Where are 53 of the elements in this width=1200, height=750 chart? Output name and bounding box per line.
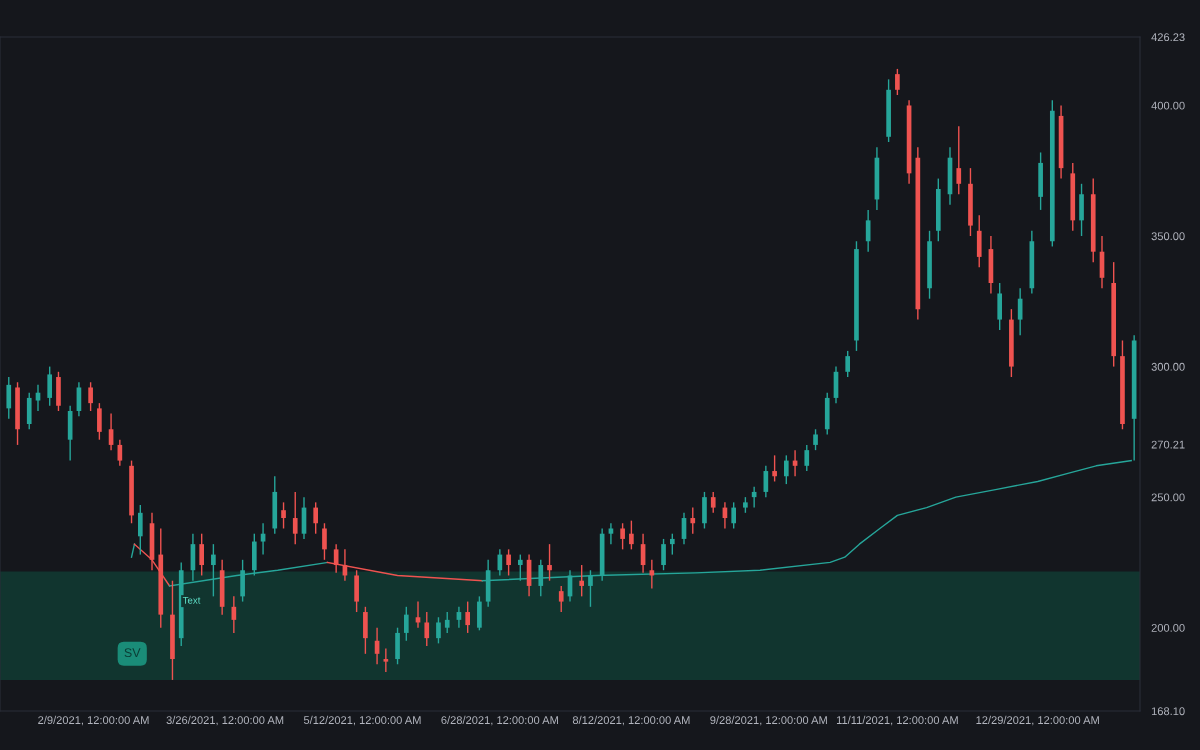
- candlestick: [47, 365, 53, 407]
- x-tick-label: 9/28/2021, 12:00:00 AM: [710, 715, 827, 726]
- candlestick: [956, 125, 962, 195]
- candlestick: [292, 491, 298, 545]
- y-tick-label: 200.00: [1151, 623, 1185, 632]
- x-tick-label: 8/12/2021, 12:00:00 AM: [572, 715, 690, 726]
- x-tick-label: 11/11/2021, 12:00:00 AM: [836, 715, 958, 726]
- candlestick: [731, 501, 737, 530]
- candlestick: [383, 647, 389, 673]
- candlestick: [608, 522, 614, 545]
- candlestick: [199, 533, 205, 577]
- y-tick-label: 270.21: [1151, 440, 1185, 449]
- y-tick-label: 250.00: [1151, 493, 1185, 502]
- candlestick: [804, 444, 810, 472]
- candlestick: [661, 538, 666, 571]
- x-tick-label: 3/26/2021, 12:00:00 AM: [166, 715, 284, 726]
- candlestick: [579, 564, 585, 598]
- candlestick: [97, 402, 102, 441]
- candlestick: [629, 519, 634, 551]
- candlestick: [137, 504, 143, 556]
- candlestick: [690, 506, 696, 535]
- candlestick: [6, 376, 12, 420]
- y-tick-label: 168.10: [1151, 707, 1185, 716]
- candlestick: [465, 600, 471, 634]
- candlestick: [322, 522, 327, 561]
- candlestick: [710, 491, 716, 514]
- x-tick-label: 5/12/2021, 12:00:00 AM: [303, 715, 421, 726]
- candlestick: [88, 381, 93, 412]
- candlestick: [783, 454, 789, 485]
- candlestick: [281, 501, 286, 530]
- y-tick-label: 350.00: [1151, 232, 1185, 241]
- x-tick-label: 6/28/2021, 12:00:00 AM: [441, 715, 558, 726]
- x-tick-label: 2/9/2021, 12:00:00 AM: [38, 715, 149, 726]
- y-tick-label: 400.00: [1151, 101, 1185, 110]
- candlestick: [506, 548, 511, 577]
- candlestick: [895, 68, 900, 96]
- candlestick: [558, 585, 564, 613]
- candlestick: [424, 611, 430, 647]
- candlestick: [444, 611, 450, 634]
- candlestick: [403, 606, 409, 642]
- annotation: Text: [182, 596, 201, 604]
- annotation: SV: [124, 648, 141, 658]
- candlestick: [845, 350, 851, 378]
- y-tick-label: 426.23: [1151, 33, 1185, 42]
- x-tick-label: 12/29/2021, 12:00:00 AM: [976, 715, 1099, 726]
- candlestick: [772, 454, 777, 483]
- candlestick: [436, 616, 441, 645]
- candlestick: [669, 533, 675, 556]
- candlestick: [547, 543, 552, 582]
- y-tick-label: 300.00: [1151, 362, 1185, 371]
- candlestick: [313, 501, 319, 535]
- candlestick: [620, 522, 625, 551]
- candlestick: [813, 428, 818, 451]
